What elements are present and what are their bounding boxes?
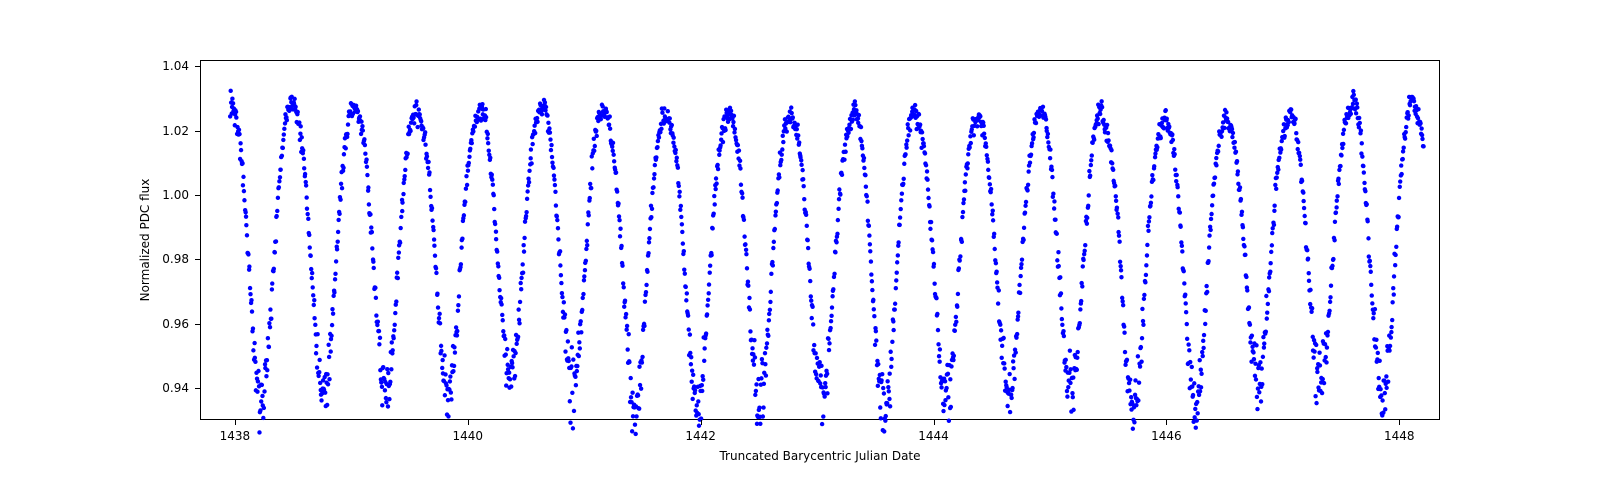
y-tick-mark <box>195 66 200 67</box>
x-tick-mark <box>235 420 236 425</box>
x-tick-mark <box>468 420 469 425</box>
y-axis-label: Normalized PDC flux <box>138 179 152 302</box>
x-tick-label: 1444 <box>918 429 949 443</box>
figure: Normalized PDC flux Truncated Barycentri… <box>0 0 1600 500</box>
scatter-plot <box>201 61 1441 421</box>
x-tick-label: 1440 <box>453 429 484 443</box>
y-tick-label: 1.02 <box>162 124 189 138</box>
y-tick-label: 1.04 <box>162 59 189 73</box>
y-tick-mark <box>195 259 200 260</box>
y-tick-mark <box>195 388 200 389</box>
x-tick-label: 1448 <box>1384 429 1415 443</box>
x-tick-mark <box>934 420 935 425</box>
x-axis-label: Truncated Barycentric Julian Date <box>719 449 920 463</box>
x-tick-label: 1446 <box>1151 429 1182 443</box>
y-tick-label: 1.00 <box>162 188 189 202</box>
y-tick-label: 0.94 <box>162 381 189 395</box>
x-tick-label: 1438 <box>220 429 251 443</box>
y-tick-label: 0.98 <box>162 252 189 266</box>
x-tick-mark <box>701 420 702 425</box>
x-tick-label: 1442 <box>685 429 716 443</box>
y-tick-mark <box>195 131 200 132</box>
x-tick-mark <box>1166 420 1167 425</box>
y-tick-mark <box>195 324 200 325</box>
plot-axes <box>200 60 1440 420</box>
y-tick-label: 0.96 <box>162 317 189 331</box>
x-tick-mark <box>1399 420 1400 425</box>
y-tick-mark <box>195 195 200 196</box>
